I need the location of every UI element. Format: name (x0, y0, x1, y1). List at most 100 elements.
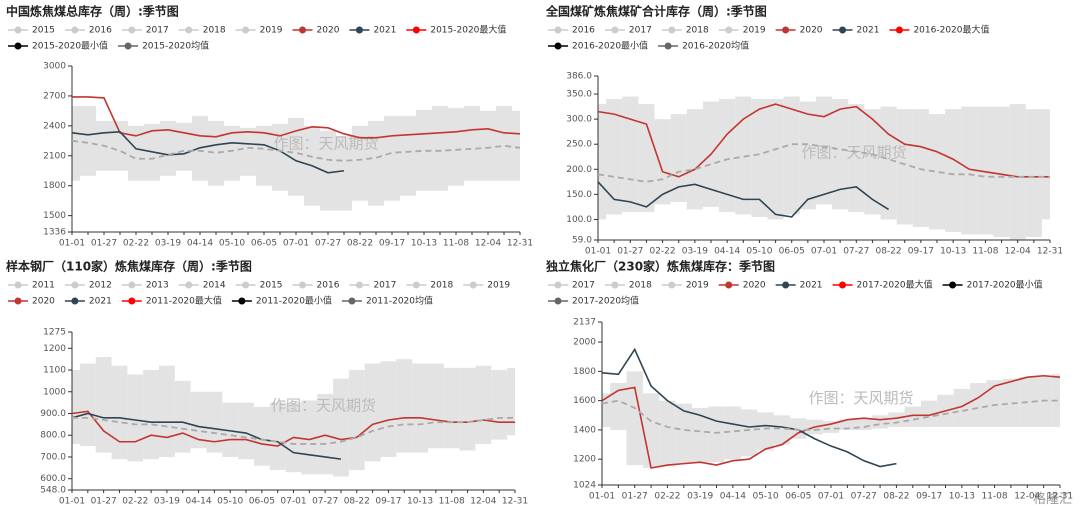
legend-marker (128, 26, 136, 34)
legend-marker (128, 297, 136, 305)
legend-label: 2016-2020最小值 (572, 40, 648, 52)
x-tick-label: 09-17 (916, 492, 942, 502)
x-tick-label: 02-22 (122, 497, 148, 507)
legend-marker (895, 26, 903, 34)
range-band (475, 365, 492, 444)
x-tick-label: 08-22 (875, 247, 901, 256)
y-tick-label: 3000 (43, 62, 66, 72)
x-tick-label: 01-27 (91, 239, 117, 249)
range-band (815, 96, 833, 205)
range-band (317, 393, 334, 475)
legend-item: 2012 (64, 281, 112, 291)
legend-marker (554, 297, 562, 305)
range-band (912, 109, 929, 227)
legend-item: 2016 (292, 281, 340, 291)
legend-item: 2017 (349, 281, 396, 291)
x-tick-label: 03-19 (155, 239, 181, 249)
legend-marker (412, 281, 420, 289)
y-tick-label: 1400 (573, 425, 596, 435)
range-band (888, 412, 905, 428)
series-line (597, 103, 1050, 178)
range-band (832, 99, 849, 210)
y-tick-label: 100.0 (566, 215, 592, 225)
range-band (1041, 109, 1050, 220)
x-tick-label: 08-22 (883, 492, 909, 502)
legend-item: 2016 (548, 26, 595, 36)
y-tick-label: 1200 (573, 455, 596, 465)
range-band (384, 115, 400, 201)
x-tick-label: 07-01 (283, 239, 309, 249)
legend-marker (71, 297, 79, 305)
range-band (799, 101, 816, 210)
range-band (848, 104, 865, 212)
x-tick-label: 07-27 (312, 497, 338, 507)
legend-item: 2011 (8, 281, 55, 291)
y-tick-label: 300.0 (566, 115, 592, 125)
mean-line (601, 399, 1060, 434)
chart-title: 中国炼焦煤总库存（周）:季节图 (6, 4, 179, 19)
legend-marker (611, 26, 619, 34)
range-band (448, 107, 464, 186)
legend-marker (242, 26, 250, 34)
legend-item: 2020 (775, 26, 823, 36)
x-tick-label: 06-05 (249, 497, 275, 507)
x-tick-label: 04-14 (720, 492, 746, 502)
y-tick-label: 1800 (573, 367, 596, 377)
legend-item: 2019 (235, 26, 283, 36)
legend-marker (611, 281, 619, 289)
legend-item: 2018 (604, 281, 652, 291)
range-band (400, 115, 416, 196)
range-band (336, 135, 352, 211)
range-band (675, 403, 692, 464)
y-tick-label: 2700 (43, 91, 66, 101)
range-band (864, 109, 881, 215)
range-band (986, 380, 1003, 428)
range-band (993, 106, 1010, 237)
legend-item: 2021 (832, 26, 879, 36)
range-band (368, 120, 384, 206)
x-tick-label: 03-19 (154, 497, 180, 507)
mean-line (72, 416, 515, 445)
legend-marker (128, 281, 136, 289)
legend-item: 2011-2020均值 (341, 295, 433, 307)
x-tick-label: 05-10 (746, 247, 772, 256)
legend-label: 2020 (317, 26, 340, 36)
range-band (443, 367, 460, 449)
legend-item: 2020 (8, 297, 55, 307)
chart: 样本钢厂（110家）炼焦煤库存（周）:季节图 2011 2012 2013 2014 20… (6, 259, 528, 507)
legend-label: 2011-2020均值 (366, 295, 433, 307)
x-tick-label: 12-04 (1005, 247, 1031, 256)
legend-marker (668, 26, 676, 34)
x-tick-label: 01-27 (622, 492, 648, 502)
range-band (240, 127, 256, 176)
legend-item: 2019 (718, 26, 766, 36)
series-line (597, 181, 889, 218)
legend-item: 2017 (121, 26, 169, 36)
legend-label: 2016-2020最大值 (913, 24, 989, 36)
legend-marker (14, 297, 22, 305)
range-band (256, 125, 272, 186)
range-band (507, 367, 515, 436)
range-band (822, 421, 840, 433)
range-band (708, 406, 725, 463)
legend-label: 2016 (317, 281, 340, 291)
y-tick-label: 2400 (43, 121, 66, 131)
watermark: 作图：天风期货 (808, 389, 913, 407)
watermark: 作图：天风期货 (273, 135, 378, 153)
range-band (412, 363, 428, 453)
legend-marker (412, 26, 420, 34)
legend-label: 2017 (373, 281, 396, 291)
range-band (654, 119, 671, 205)
range-band (190, 391, 207, 449)
range-band (953, 388, 971, 428)
chart-title: 独立焦化厂（230家）炼焦煤库存：季节图 (545, 259, 775, 274)
range-band (790, 418, 807, 439)
legend-item: 2017-2020均值 (548, 295, 639, 307)
x-tick-label: 09-17 (375, 497, 401, 507)
range-band (160, 120, 176, 176)
range-band (95, 356, 112, 453)
range-band (174, 380, 191, 453)
legend-label: 2019 (686, 281, 709, 291)
legend-label: 2016 (89, 26, 112, 36)
